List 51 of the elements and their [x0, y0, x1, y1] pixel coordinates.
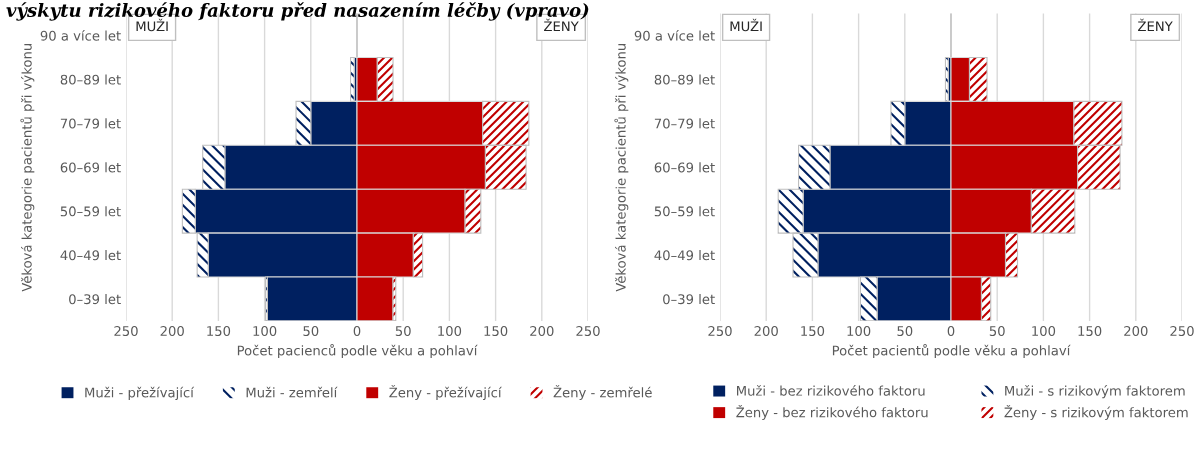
annotation: ŽENY — [1138, 18, 1173, 32]
x-tick-label: 200 — [530, 326, 554, 336]
x-axis-title: Počet pacientů podle věku a pohlaví — [832, 344, 1071, 359]
legend-label: Ženy - s rizikovým faktorem — [1004, 404, 1188, 420]
y-axis-title: Věková kategorie pacientů při výkonu — [614, 43, 629, 292]
legend-label: Ženy - přežívající — [389, 385, 502, 401]
y-tick-label: 70–79 let — [60, 118, 121, 129]
x-tick-label: 250 — [1170, 326, 1194, 336]
x-tick-label: 250 — [576, 326, 600, 336]
x-tick-label: 150 — [1078, 326, 1102, 336]
y-tick-label: 70–79 let — [654, 118, 715, 129]
x-tick-label: 200 — [160, 326, 184, 336]
annotation: MUŽI — [730, 18, 762, 32]
x-tick-label: 100 — [847, 326, 871, 336]
legend-label: Ženy - bez rizikového faktoru — [736, 404, 928, 420]
y-tick-label: 60–69 let — [654, 162, 715, 173]
y-tick-label: 60–69 let — [60, 162, 121, 173]
legend-label: Muži - zemřelí — [246, 386, 338, 398]
x-tick-label: 100 — [1032, 326, 1056, 336]
legend-label: Muži - přežívající — [85, 386, 195, 401]
x-tick-label: 50 — [897, 326, 913, 336]
y-tick-label: 90 a více let — [40, 29, 121, 41]
annotation: MUŽI — [136, 18, 168, 32]
x-tick-label: 50 — [303, 326, 319, 336]
y-tick-label: 0–39 let — [663, 293, 715, 305]
x-tick-label: 150 — [207, 326, 231, 336]
x-tick-label: 0 — [947, 326, 955, 336]
x-tick-label: 100 — [253, 326, 277, 336]
x-tick-label: 50 — [395, 326, 411, 336]
legend-label: Muži - s rizikovým faktorem — [1005, 385, 1185, 399]
x-tick-label: 200 — [754, 326, 778, 336]
y-tick-label: 50–59 let — [60, 206, 121, 217]
x-tick-label: 150 — [801, 326, 825, 336]
y-axis-title: Věková kategorie pacientů při výkonu — [20, 43, 35, 292]
x-tick-label: 250 — [114, 326, 138, 336]
x-tick-label: 50 — [989, 326, 1005, 336]
y-tick-label: 90 a více let — [634, 29, 715, 41]
x-tick-label: 0 — [353, 326, 361, 336]
legend-label: Ženy - zemřelé — [553, 385, 652, 401]
y-tick-label: 40–49 let — [654, 250, 715, 261]
x-tick-label: 100 — [438, 326, 462, 336]
x-axis-title: Počet pacienců podle věku a pohlaví — [237, 344, 478, 359]
x-tick-label: 200 — [1124, 326, 1148, 336]
y-tick-label: 80–89 let — [60, 74, 121, 85]
y-tick-label: 40–49 let — [60, 250, 121, 261]
y-tick-label: 50–59 let — [654, 206, 715, 217]
y-tick-label: 80–89 let — [654, 74, 715, 85]
legend-label: Muži - bez rizikového faktoru — [737, 385, 925, 396]
x-tick-label: 250 — [708, 326, 732, 336]
x-tick-label: 150 — [484, 326, 508, 336]
y-tick-label: 0–39 let — [69, 293, 121, 305]
